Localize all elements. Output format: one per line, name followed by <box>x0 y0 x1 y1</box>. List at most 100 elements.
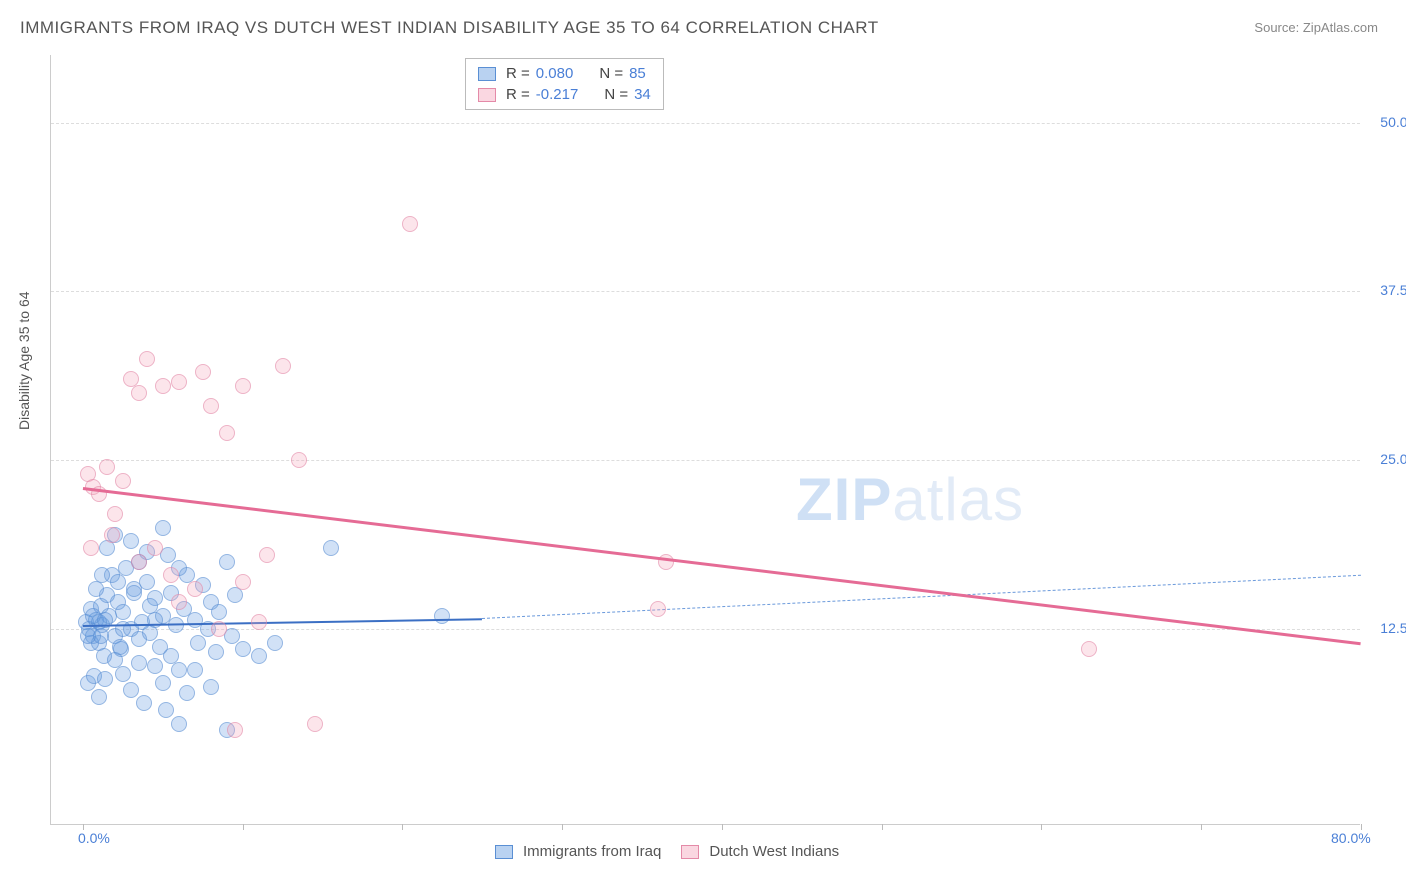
n-label: N = <box>604 86 628 103</box>
data-point <box>235 378 251 394</box>
legend-row: R = 0.080 N = 85 <box>478 63 651 84</box>
data-point <box>107 506 123 522</box>
data-point <box>115 604 131 620</box>
n-value: 34 <box>634 86 651 103</box>
data-point <box>650 601 666 617</box>
data-point <box>187 581 203 597</box>
data-point <box>158 702 174 718</box>
legend-row: R = -0.217N = 34 <box>478 84 651 105</box>
data-point <box>131 655 147 671</box>
legend-swatch <box>478 88 496 102</box>
data-point <box>126 585 142 601</box>
data-point <box>259 547 275 563</box>
series-legend: Immigrants from Iraq Dutch West Indians <box>495 843 839 860</box>
legend-series-label: Dutch West Indians <box>709 843 839 860</box>
data-point <box>155 378 171 394</box>
data-point <box>179 685 195 701</box>
n-value: 85 <box>629 65 646 82</box>
legend-swatch <box>681 845 699 859</box>
n-label: N = <box>599 65 623 82</box>
data-point <box>267 635 283 651</box>
source-label: Source: <box>1254 20 1299 35</box>
data-point <box>211 621 227 637</box>
correlation-legend: R = 0.080 N = 85 R = -0.217N = 34 <box>465 58 664 110</box>
data-point <box>219 425 235 441</box>
watermark-rest: atlas <box>892 466 1024 533</box>
data-point <box>131 554 147 570</box>
gridline <box>51 629 1360 630</box>
data-point <box>147 540 163 556</box>
y-tick-label: 12.5% <box>1365 620 1406 636</box>
watermark-bold: ZIP <box>796 466 892 533</box>
source-value: ZipAtlas.com <box>1303 20 1378 35</box>
data-point <box>155 520 171 536</box>
data-point <box>99 459 115 475</box>
y-tick-label: 25.0% <box>1365 451 1406 467</box>
data-point <box>110 574 126 590</box>
data-point <box>139 351 155 367</box>
data-point <box>171 374 187 390</box>
data-point <box>208 644 224 660</box>
data-point <box>139 574 155 590</box>
trend-line <box>482 575 1361 619</box>
x-tick-mark <box>243 824 244 830</box>
data-point <box>219 554 235 570</box>
data-point <box>235 641 251 657</box>
data-point <box>434 608 450 624</box>
data-point <box>1081 641 1097 657</box>
data-point <box>97 671 113 687</box>
data-point <box>163 648 179 664</box>
gridline <box>51 123 1360 124</box>
data-point <box>104 527 120 543</box>
data-point <box>94 567 110 583</box>
data-point <box>227 587 243 603</box>
data-point <box>171 662 187 678</box>
data-point <box>251 648 267 664</box>
legend-series-label: Immigrants from Iraq <box>523 843 661 860</box>
x-tick-label: 0.0% <box>78 830 110 846</box>
data-point <box>131 385 147 401</box>
data-point <box>93 628 109 644</box>
data-point <box>142 598 158 614</box>
data-point <box>171 716 187 732</box>
r-value: 0.080 <box>536 65 574 82</box>
legend-series-item: Immigrants from Iraq <box>495 843 661 860</box>
r-label: R = <box>506 86 530 103</box>
data-point <box>91 689 107 705</box>
data-point <box>112 639 128 655</box>
data-point <box>402 216 418 232</box>
data-point <box>203 679 219 695</box>
data-point <box>227 722 243 738</box>
y-tick-label: 50.0% <box>1365 114 1406 130</box>
data-point <box>211 604 227 620</box>
x-tick-mark <box>882 824 883 830</box>
x-tick-mark <box>1201 824 1202 830</box>
data-point <box>291 452 307 468</box>
data-point <box>115 666 131 682</box>
data-point <box>155 675 171 691</box>
watermark: ZIPatlas <box>796 465 1024 534</box>
data-point <box>147 658 163 674</box>
data-point <box>323 540 339 556</box>
legend-swatch <box>478 67 496 81</box>
data-point <box>131 631 147 647</box>
data-point <box>195 364 211 380</box>
data-point <box>171 594 187 610</box>
gridline <box>51 291 1360 292</box>
x-tick-mark <box>402 824 403 830</box>
data-point <box>658 554 674 570</box>
scatter-plot-area: ZIPatlas 12.5%25.0%37.5%50.0%0.0%80.0% <box>50 55 1360 825</box>
data-point <box>235 574 251 590</box>
legend-series-item: Dutch West Indians <box>681 843 839 860</box>
data-point <box>275 358 291 374</box>
data-point <box>123 682 139 698</box>
r-label: R = <box>506 65 530 82</box>
gridline <box>51 460 1360 461</box>
chart-title: IMMIGRANTS FROM IRAQ VS DUTCH WEST INDIA… <box>20 18 879 38</box>
data-point <box>123 533 139 549</box>
source-attribution: Source: ZipAtlas.com <box>1254 20 1378 35</box>
data-point <box>115 473 131 489</box>
data-point <box>251 614 267 630</box>
legend-swatch <box>495 845 513 859</box>
data-point <box>203 398 219 414</box>
